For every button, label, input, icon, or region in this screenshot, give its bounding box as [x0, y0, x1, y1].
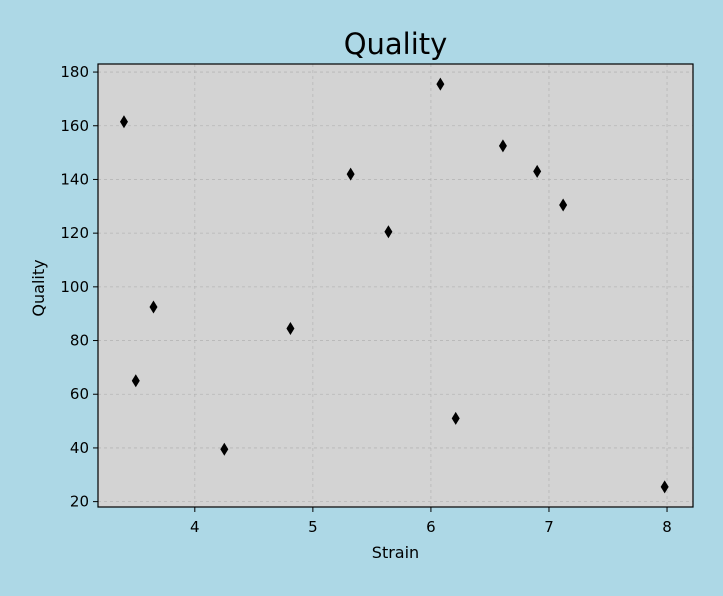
chart-title: Quality	[344, 27, 448, 61]
y-tick-label: 160	[60, 117, 89, 135]
y-tick-label: 120	[60, 224, 89, 242]
data-point	[498, 139, 507, 153]
data-point	[286, 321, 295, 335]
data-point	[119, 115, 128, 129]
data-point	[533, 164, 542, 178]
y-axis-label: Quality	[29, 259, 48, 316]
data-point	[451, 411, 460, 425]
plot-area	[98, 64, 693, 507]
grid	[98, 64, 693, 507]
data-point	[436, 77, 445, 91]
data-point	[131, 374, 140, 388]
y-tick-label: 180	[60, 63, 89, 81]
y-tick-label: 60	[70, 385, 89, 403]
plot-frame	[97, 63, 694, 508]
x-tick-label: 4	[190, 518, 200, 536]
data-point	[384, 225, 393, 239]
y-tick-label: 140	[60, 170, 89, 188]
x-tick-label: 7	[544, 518, 554, 536]
x-tick-label: 6	[426, 518, 436, 536]
data-point	[559, 198, 568, 212]
axis-ticks: 4 5 6 7 8 20 40 60 80 100 120 140 160 180	[60, 63, 671, 536]
y-tick-label: 100	[60, 278, 89, 296]
y-tick-label: 20	[70, 493, 89, 511]
data-point	[149, 300, 158, 314]
data-point	[346, 167, 355, 181]
data-points	[119, 77, 669, 494]
x-tick-label: 5	[308, 518, 318, 536]
y-tick-label: 40	[70, 439, 89, 457]
x-tick-label: 8	[662, 518, 672, 536]
x-axis-label: Strain	[372, 543, 419, 562]
data-point	[660, 480, 669, 494]
data-point	[220, 442, 229, 456]
y-tick-label: 80	[70, 332, 89, 350]
